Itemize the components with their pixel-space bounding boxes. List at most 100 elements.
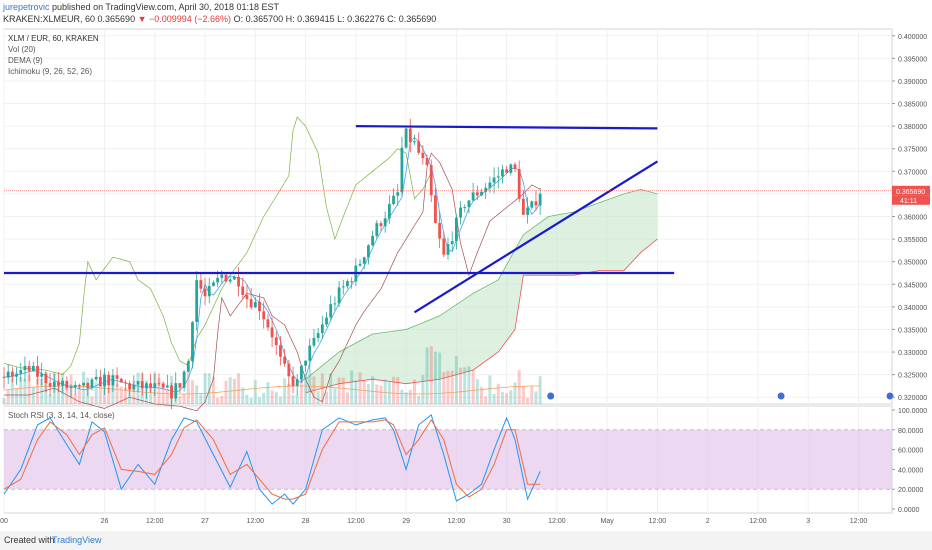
volume-bar [6, 389, 10, 404]
candle-body [463, 207, 467, 209]
volume-bar [471, 370, 475, 404]
candle-body [371, 235, 375, 246]
volume-bar [475, 379, 479, 404]
price-tick-label: 0.390000 [898, 79, 927, 86]
volume-bar [123, 387, 127, 404]
time-tick-label: 29 [402, 518, 410, 525]
candle-body [228, 279, 232, 282]
axes: 0.400000 0.395000 0.390000 0.385000 0.380000… [0, 34, 930, 525]
volume-bar [530, 386, 534, 404]
volume-bar [228, 377, 232, 404]
volume-bar [94, 382, 98, 404]
volume-bar [304, 373, 308, 404]
time-tick-label: 28 [302, 518, 310, 525]
time-tick-label: May [601, 518, 615, 525]
volume-bar [274, 392, 278, 404]
candle-body [65, 380, 69, 388]
candle-body [90, 379, 94, 389]
author-link[interactable]: jurepetrovic [3, 2, 50, 12]
candle-body [417, 141, 421, 153]
candle-body [429, 165, 433, 196]
candle-body [98, 376, 102, 387]
volume-bar [186, 370, 190, 404]
candle-body [165, 385, 169, 388]
candle-body [262, 311, 266, 320]
volume-bar [19, 376, 23, 404]
volume-bar [429, 346, 433, 404]
tradingview-link[interactable]: TradingView [52, 535, 102, 545]
grid [3, 28, 893, 514]
candle-body [475, 192, 479, 196]
chart-canvas[interactable]: 0.400000 0.395000 0.390000 0.385000 0.380000… [0, 26, 932, 531]
volume-bar [73, 393, 77, 404]
stoch-legend: Stoch RSI (3, 3, 14, 14, close) [8, 411, 115, 420]
volume-bar [15, 388, 19, 404]
volume-bar [10, 377, 14, 404]
candle-body [19, 370, 23, 374]
volume-bar [299, 372, 303, 404]
candle-body [446, 244, 450, 255]
volume-bar [446, 370, 450, 404]
candle-body [249, 299, 253, 308]
volume-bar [412, 379, 416, 404]
volume-bar [488, 375, 492, 404]
volume-bar [128, 388, 132, 404]
event-marker-icon [885, 391, 895, 401]
stoch-d-line [3, 418, 541, 500]
candle-body [216, 277, 220, 283]
volume-bar [82, 371, 86, 404]
candle-body [400, 147, 404, 193]
volume-bar [325, 391, 329, 404]
candle-body [517, 169, 521, 199]
volume-bar [383, 379, 387, 404]
volume-bar [371, 376, 375, 404]
volume-bar [379, 385, 383, 404]
symbol-text: KRAKEN:XLMEUR, 60 0.365690 [3, 14, 138, 24]
candle-body [27, 366, 31, 371]
time-tick-label: 00 [0, 518, 8, 525]
candle-body [170, 385, 173, 399]
volume-bar [329, 373, 333, 404]
candle-body [182, 371, 186, 388]
candle-body [136, 381, 140, 385]
volume-bar [408, 389, 412, 404]
countdown-label-bg [892, 195, 930, 205]
volume-bar [98, 386, 102, 404]
time-tick-label: 12:00 [850, 518, 868, 525]
candle-body [304, 360, 307, 366]
candle-body [312, 338, 316, 346]
price-tick-label: 0.320000 [898, 395, 927, 402]
volume-bar [433, 351, 437, 404]
price-tick-label: 0.335000 [898, 327, 927, 334]
volume-bar [27, 375, 31, 404]
candle-body [232, 276, 236, 280]
publish-line: jurepetrovic published on TradingView.co… [3, 2, 279, 13]
volume-bar [23, 378, 27, 404]
candle-body [258, 301, 261, 312]
candle-body [241, 286, 245, 295]
time-tick-label: 3 [806, 518, 810, 525]
candle-body [253, 301, 257, 308]
candle-body [379, 223, 383, 227]
candle-body [421, 152, 425, 159]
volume-bar [211, 376, 215, 404]
candle-body [52, 381, 56, 387]
candle-body [534, 201, 538, 206]
price-pane[interactable] [2, 116, 895, 412]
candle-body [387, 204, 391, 219]
candle-body [2, 376, 6, 378]
volume-bar [258, 397, 262, 404]
change-text: ▼ −0.009994 (−2.66%) [137, 14, 232, 24]
candle-body [86, 382, 90, 389]
time-tick-label: 12:00 [448, 518, 466, 525]
time-tick-label: 26 [101, 518, 109, 525]
candle-body [513, 164, 517, 170]
candle-body [153, 383, 157, 388]
candle-body [119, 378, 123, 383]
volume-bar [157, 378, 161, 404]
ichimoku-lagging-span [3, 116, 432, 375]
price-tick-label: 0.355000 [898, 237, 927, 244]
candle-body [333, 303, 337, 305]
volume-bar [375, 384, 379, 404]
stoch-rsi-pane[interactable] [3, 414, 892, 505]
